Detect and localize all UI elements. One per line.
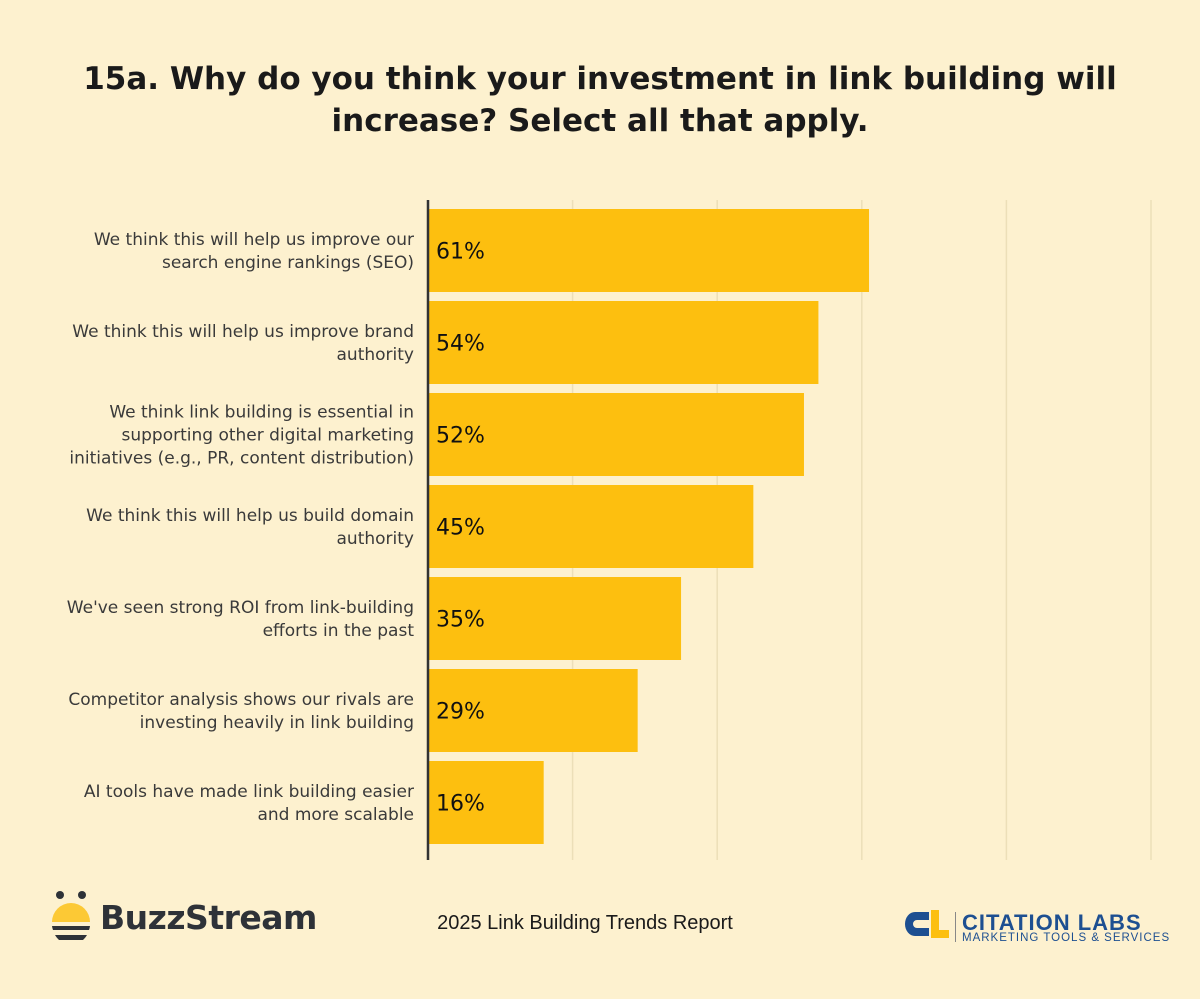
data-label: 61% <box>436 240 485 265</box>
data-label: 45% <box>436 516 485 541</box>
bar <box>428 577 682 660</box>
data-label: 54% <box>436 332 485 357</box>
bar <box>428 761 544 844</box>
citation-labs-tagline: MARKETING TOOLS & SERVICES <box>962 932 1171 944</box>
data-label: 52% <box>436 424 485 449</box>
category-label: We think this will help us build domain <box>86 506 414 526</box>
category-label: We think this will help us improve brand <box>72 322 414 342</box>
data-label: 35% <box>436 608 485 633</box>
category-label: investing heavily in link building <box>140 713 414 733</box>
category-label: and more scalable <box>257 805 414 825</box>
category-label: We've seen strong ROI from link-building <box>67 598 414 618</box>
bar <box>428 393 804 476</box>
citation-labs-logo: CITATION LABS <box>962 910 1142 935</box>
buzzstream-bee-icon <box>52 891 90 940</box>
category-label: efforts in the past <box>263 621 415 641</box>
category-label: authority <box>337 345 414 365</box>
chart-title: 15a. Why do you think your investment in… <box>83 61 1117 139</box>
bar <box>428 209 870 292</box>
bar <box>428 301 819 384</box>
report-name: 2025 Link Building Trends Report <box>437 912 733 934</box>
citation-labs-cl-icon <box>905 910 949 938</box>
category-label: initiatives (e.g., PR, content distribut… <box>69 449 414 469</box>
category-label: search engine rankings (SEO) <box>162 253 414 273</box>
buzzstream-logo: BuzzStream <box>100 898 317 937</box>
bar <box>428 669 638 752</box>
bar <box>428 485 754 568</box>
category-label: Competitor analysis shows our rivals are <box>68 690 414 710</box>
category-label: We think this will help us improve our <box>94 230 414 250</box>
data-label: 29% <box>436 700 485 725</box>
category-label: AI tools have made link building easier <box>84 782 414 802</box>
category-label: supporting other digital marketing <box>121 426 414 446</box>
category-label: We think link building is essential in <box>109 403 414 423</box>
logo-divider <box>955 912 956 942</box>
data-label: 16% <box>436 792 485 817</box>
category-label: authority <box>337 529 414 549</box>
